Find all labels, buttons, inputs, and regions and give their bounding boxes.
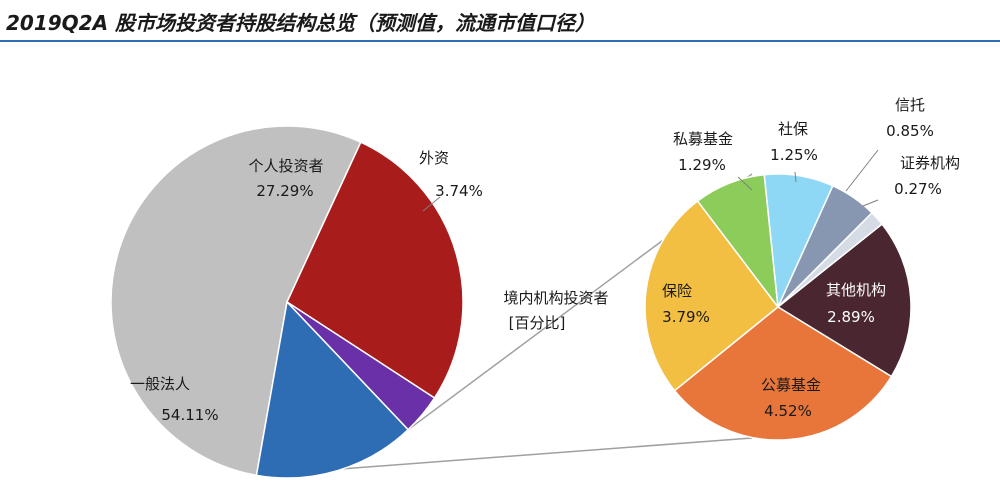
main-slice-3 xyxy=(255,300,410,479)
main-label-name-3: 境内机构投资者 xyxy=(503,289,608,307)
leader-line-5 xyxy=(422,196,441,212)
leader-line-2 xyxy=(794,171,797,183)
sub-slice-0 xyxy=(644,199,780,392)
main-label-name-0: 一般法人 xyxy=(130,375,190,393)
main-label-name-1: 个人投资者 xyxy=(248,157,323,175)
sub-label-value-5: 2.89% xyxy=(827,308,875,326)
main-slice-0 xyxy=(110,125,362,477)
sub-label-value-3: 0.85% xyxy=(886,122,934,140)
title-underline xyxy=(0,40,1000,42)
sub-label-value-0: 3.79% xyxy=(662,308,710,326)
slice-labels: 一般法人 54.11% 个人投资者 27.29% 外资 3.74% 境内机构投资者 [百分比]… xyxy=(130,96,960,424)
sub-label-name-3: 信托 xyxy=(895,96,925,114)
leader-line-4 xyxy=(862,199,879,207)
sub-label-value-6: 4.52% xyxy=(764,402,812,420)
secondary-pie xyxy=(644,173,912,441)
main-label-value-1: 27.29% xyxy=(256,182,313,200)
main-label-value-3: [百分比] xyxy=(509,314,566,332)
main-label-value-2: 3.74% xyxy=(435,182,483,200)
sub-label-value-2: 1.25% xyxy=(770,146,818,164)
leader-line-3 xyxy=(845,149,879,192)
sub-label-name-2: 社保 xyxy=(778,120,808,138)
sub-label-value-1: 1.29% xyxy=(678,156,726,174)
main-label-name-2: 外资 xyxy=(419,149,449,167)
sub-label-name-0: 保险 xyxy=(662,282,692,300)
sub-label-name-4: 证券机构 xyxy=(900,154,960,172)
sub-label-name-5: 其他机构 xyxy=(826,281,886,299)
sub-label-value-4: 0.27% xyxy=(894,180,942,198)
main-label-value-0: 54.11% xyxy=(161,406,218,424)
main-pie xyxy=(110,125,464,479)
main-slice-1 xyxy=(286,141,464,399)
sub-label-name-6: 公募基金 xyxy=(761,376,821,394)
sub-slice-6 xyxy=(673,306,893,441)
chart-title: 2019Q2A 股市场投资者持股结构总览（预测值，流通市值口径） xyxy=(6,11,596,35)
sub-slice-5 xyxy=(776,223,912,378)
leader-line-1 xyxy=(737,176,753,191)
title-bar: 2019Q2A 股市场投资者持股结构总览（预测值，流通市值口径） xyxy=(0,0,1000,42)
sub-label-name-1: 私募基金 xyxy=(673,130,733,148)
